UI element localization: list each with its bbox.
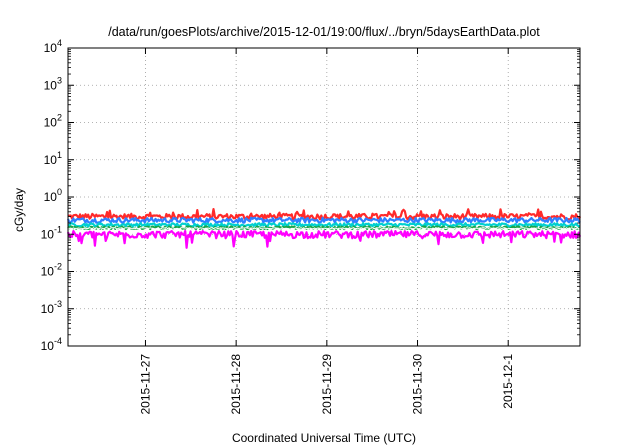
series-line <box>67 222 581 228</box>
series-group <box>66 208 582 249</box>
x-tick-label: 2015-11-28 <box>229 354 243 415</box>
y-tick-label: 10-2 <box>41 262 62 279</box>
y-tick-label: 10-4 <box>41 336 62 353</box>
y-axis-label: cGy/day <box>12 188 26 232</box>
series-line <box>66 216 581 224</box>
y-tick-label: 102 <box>44 113 62 130</box>
series-line <box>68 227 581 230</box>
chart-title: /data/run/goesPlots/archive/2015-12-01/1… <box>108 25 540 39</box>
y-axis: 10-4 10-3 10-2 10-1 100 101 102 103 104 <box>41 38 580 353</box>
x-tick-label: 2015-11-30 <box>411 354 425 415</box>
series-line <box>66 229 582 249</box>
y-tick-label: 104 <box>44 38 62 55</box>
y-tick-label: 10-3 <box>41 299 62 316</box>
x-tick-label: 2015-11-27 <box>138 354 152 415</box>
x-tick-label: 2015-11-29 <box>320 354 334 415</box>
y-tick-label: 10-1 <box>41 224 62 241</box>
x-axis-label: Coordinated Universal Time (UTC) <box>232 431 416 445</box>
grid <box>68 48 580 346</box>
y-tick-label: 103 <box>44 75 62 92</box>
y-tick-label: 101 <box>44 150 62 167</box>
x-axis: 2015-11-27 2015-11-28 2015-11-29 2015-11-30… <box>138 48 515 415</box>
y-tick-label: 100 <box>44 187 62 204</box>
series-line <box>67 208 582 221</box>
x-tick-label: 2015-12-1 <box>501 354 515 409</box>
